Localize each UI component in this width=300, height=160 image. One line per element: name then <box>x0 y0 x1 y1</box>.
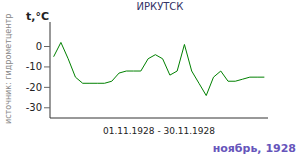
html-text:источник: гидрометцентр: источник: гидрометцентр <box>4 13 13 124</box>
svg-text:0: 0 <box>36 41 42 52</box>
html-text:t,°C: t,°C <box>26 10 49 23</box>
svg-text:-30: -30 <box>26 102 42 113</box>
html-text:ИРКУТСК: ИРКУТСК <box>136 1 184 12</box>
html-text:ноябрь, 1928: ноябрь, 1928 <box>212 142 296 155</box>
svg-text:-10: -10 <box>26 61 42 72</box>
svg-text:-20: -20 <box>26 82 42 93</box>
html-text:01.11.1928 - 30.11.1928: 01.11.1928 - 30.11.1928 <box>103 126 215 136</box>
